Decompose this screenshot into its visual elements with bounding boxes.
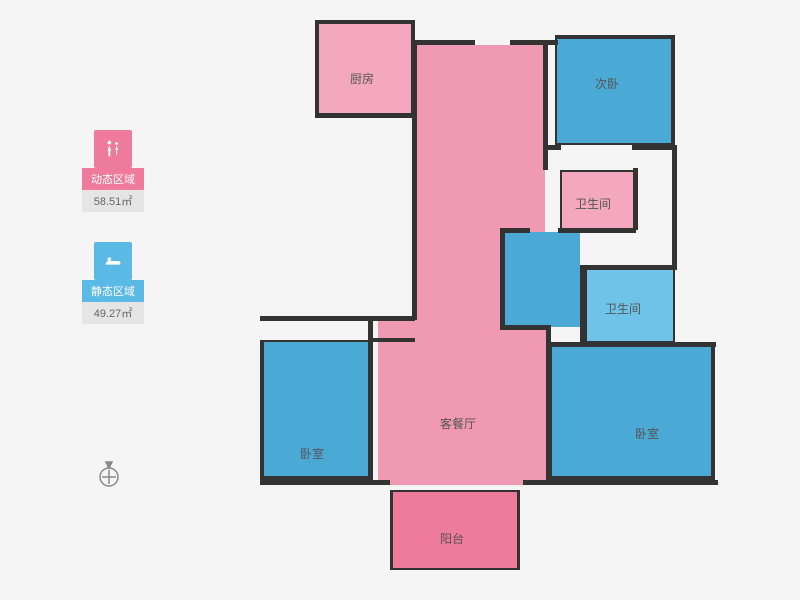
compass-icon: [95, 460, 123, 488]
legend-static-label: 静态区域: [82, 280, 144, 302]
wall: [500, 228, 505, 328]
wall: [543, 40, 548, 170]
room-hall-blue: [505, 232, 580, 327]
label-bath1: 卫生间: [575, 195, 611, 212]
room-bedroom3: [550, 345, 715, 480]
wall: [415, 40, 475, 45]
wall: [260, 480, 390, 485]
legend: 动态区域 58.51㎡ 静态区域 49.27㎡: [82, 130, 144, 354]
wall: [500, 325, 550, 330]
wall: [672, 145, 677, 270]
wall: [546, 342, 716, 347]
wall: [368, 320, 373, 485]
legend-static: 静态区域 49.27㎡: [82, 242, 144, 324]
wall: [315, 113, 415, 118]
label-balcony: 阳台: [440, 530, 464, 547]
wall: [633, 168, 638, 230]
label-kitchen: 厨房: [350, 70, 374, 87]
wall: [543, 145, 561, 150]
wall: [546, 325, 551, 485]
legend-dynamic-value: 58.51㎡: [82, 190, 144, 212]
wall: [260, 316, 415, 321]
legend-dynamic: 动态区域 58.51㎡: [82, 130, 144, 212]
wall: [523, 480, 718, 485]
rest-icon: [94, 242, 132, 280]
wall: [632, 145, 677, 150]
legend-static-value: 49.27㎡: [82, 302, 144, 324]
wall: [580, 265, 675, 270]
wall: [370, 338, 415, 342]
wall: [558, 228, 636, 233]
label-bedroom3: 卧室: [635, 425, 659, 442]
label-bath2: 卫生间: [605, 300, 641, 317]
wall: [510, 40, 548, 45]
wall: [580, 265, 585, 345]
label-living: 客餐厅: [440, 415, 476, 432]
legend-dynamic-label: 动态区域: [82, 168, 144, 190]
wall: [412, 40, 417, 320]
label-bedroom1: 卧室: [300, 445, 324, 462]
floorplan: 厨房 客餐厅 次卧 卫生间 卫生间 卧室 卧室 阳台: [260, 20, 720, 580]
room-kitchen: [315, 20, 415, 115]
people-icon: [94, 130, 132, 168]
wall: [500, 228, 530, 233]
label-bedroom2: 次卧: [595, 75, 619, 92]
room-living-bottom: [378, 320, 546, 485]
